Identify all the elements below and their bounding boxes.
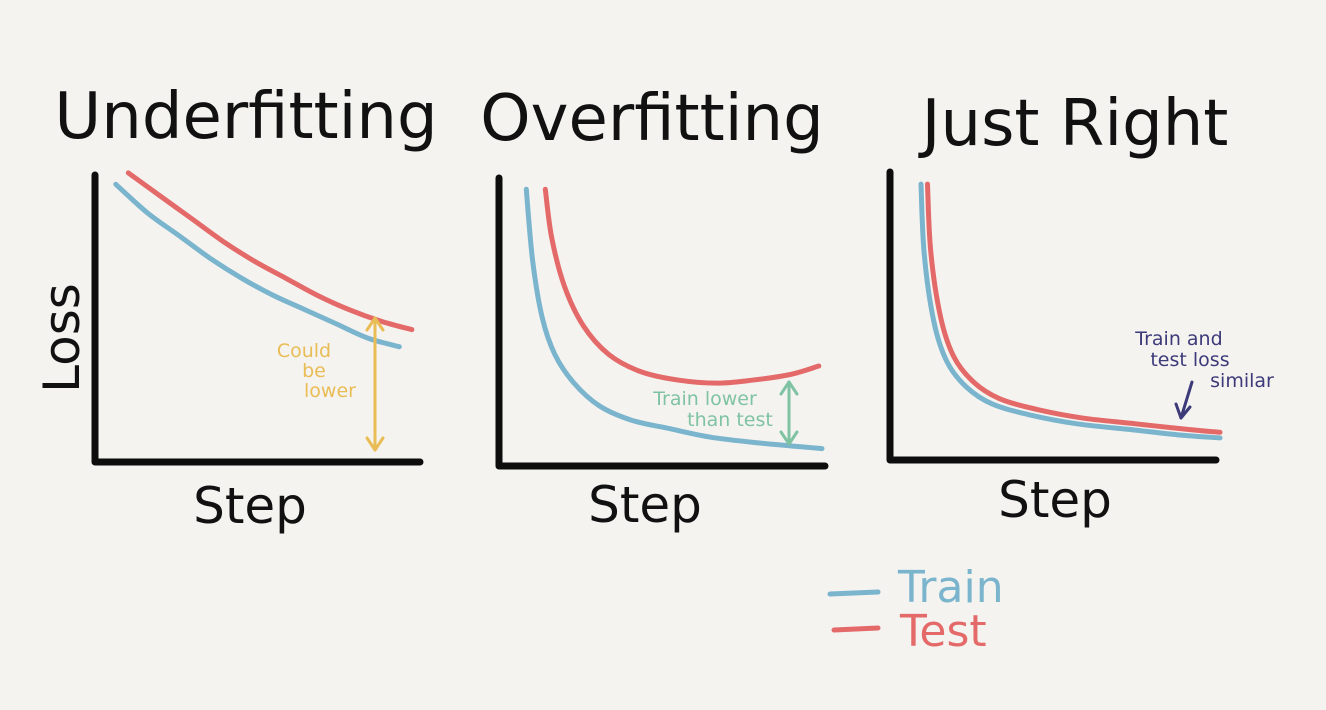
underfitting-title: Underfitting (54, 80, 437, 154)
just-right-annotation: Train and test loss similar (1134, 328, 1274, 392)
just-right-panel: Just Right Step Train and test loss simi… (886, 87, 1274, 529)
just-right-train-line (918, 181, 1223, 441)
legend-test-label: Test (899, 606, 987, 657)
just-right-test-line (925, 181, 1223, 435)
just-right-title: Just Right (918, 87, 1229, 161)
overfitting-test-line (542, 186, 822, 386)
underfitting-annotation-line-3: lower (304, 380, 356, 402)
just-right-x-axis-label: Step (998, 471, 1112, 529)
underfitting-annotation: Could be lower (277, 340, 356, 402)
legend-train-swatch (827, 589, 881, 597)
overfitting-annotation-line-2: than test (687, 409, 773, 431)
legend-test-swatch (831, 625, 881, 633)
underfitting-annotation-arrow (365, 316, 385, 452)
y-axis-label: Loss (33, 283, 91, 393)
just-right-annotation-line-2: test loss (1150, 349, 1229, 371)
overfitting-annotation-arrow (779, 380, 799, 446)
overfitting-panel: Overfitting Step Train lower than test (480, 82, 829, 534)
overfitting-annotation-line-1: Train lower (652, 388, 757, 410)
overfitting-axes (495, 174, 829, 470)
underfitting-test-line (125, 170, 415, 333)
just-right-series (918, 181, 1223, 441)
underfitting-axes (91, 171, 424, 466)
underfitting-series (113, 170, 415, 350)
just-right-annotation-arrow (1174, 380, 1194, 420)
underfitting-annotation-line-1: Could (277, 340, 331, 362)
overfitting-x-axis-label: Step (588, 476, 702, 534)
overfitting-series (523, 186, 825, 452)
overfitting-title: Overfitting (480, 82, 823, 156)
legend: Train Test (827, 562, 1004, 657)
underfitting-panel: Underfitting Step Loss Could be lower (33, 80, 438, 535)
underfitting-x-axis-label: Step (193, 477, 307, 535)
underfitting-train-line (113, 181, 402, 350)
just-right-axes (886, 168, 1220, 464)
legend-train-label: Train (897, 562, 1004, 613)
just-right-annotation-line-1: Train and (1134, 328, 1222, 350)
underfitting-annotation-line-2: be (302, 360, 326, 382)
overfitting-train-line (523, 186, 825, 452)
just-right-annotation-line-3: similar (1210, 370, 1274, 392)
overfitting-annotation: Train lower than test (652, 388, 773, 431)
